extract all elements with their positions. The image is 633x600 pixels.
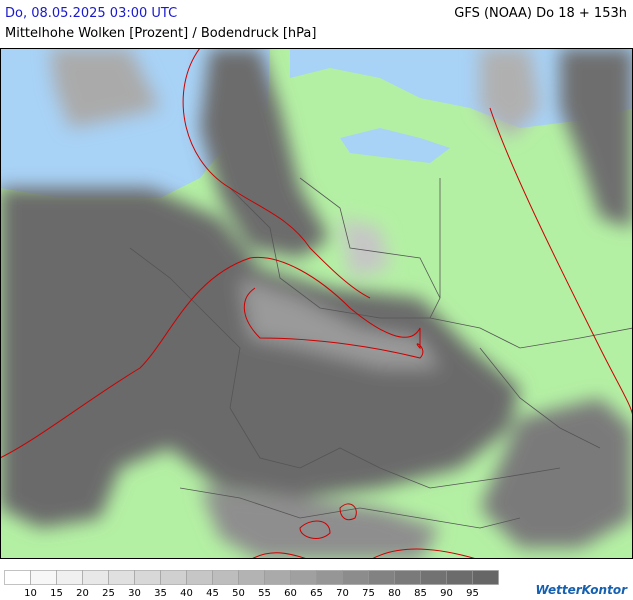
- legend-label: 55: [258, 588, 271, 599]
- legend-swatch: [186, 570, 213, 585]
- logo: WetterKontor: [535, 583, 627, 597]
- legend-label: 20: [76, 588, 89, 599]
- legend-swatch: [82, 570, 109, 585]
- legend-label: 25: [102, 588, 115, 599]
- valid-time: Do, 08.05.2025 03:00 UTC: [5, 6, 178, 21]
- legend-label: 90: [440, 588, 453, 599]
- legend-label: 40: [180, 588, 193, 599]
- legend-swatch: [108, 570, 135, 585]
- legend-swatch: [30, 570, 57, 585]
- legend-swatch: [4, 570, 31, 585]
- legend-label: 80: [388, 588, 401, 599]
- isobars: [1, 49, 632, 559]
- legend-swatch: [472, 570, 499, 585]
- weather-map: [0, 48, 633, 559]
- legend-label: 45: [206, 588, 219, 599]
- legend-label: 70: [336, 588, 349, 599]
- legend-label: 95: [466, 588, 479, 599]
- model-run: GFS (NOAA) Do 18 + 153h: [454, 6, 627, 21]
- legend-swatch: [446, 570, 473, 585]
- legend-label: 60: [284, 588, 297, 599]
- legend-swatch: [238, 570, 265, 585]
- legend-swatch: [160, 570, 187, 585]
- legend-label: 50: [232, 588, 245, 599]
- legend-swatch: [212, 570, 239, 585]
- legend-swatch: [342, 570, 369, 585]
- color-legend: 10 15 20 25 30 35 40 45 50 55 60 65 70 75 80 85 90 95: [4, 570, 499, 599]
- legend-swatch: [394, 570, 421, 585]
- legend-label: 85: [414, 588, 427, 599]
- legend-label: 65: [310, 588, 323, 599]
- legend-label: 35: [154, 588, 167, 599]
- borders: [129, 177, 632, 529]
- map-subtitle: Mittelhohe Wolken [Prozent] / Bodendruck…: [5, 26, 317, 41]
- cloud-cover: [1, 49, 632, 559]
- legend-label: 75: [362, 588, 375, 599]
- legend-swatch: [316, 570, 343, 585]
- baltic-sea: [290, 49, 632, 163]
- legend-swatch: [290, 570, 317, 585]
- legend-label: 30: [128, 588, 141, 599]
- legend-swatch: [56, 570, 83, 585]
- legend-swatch: [134, 570, 161, 585]
- legend-swatch: [368, 570, 395, 585]
- legend-swatch: [420, 570, 447, 585]
- legend-swatch: [264, 570, 291, 585]
- legend-label: 15: [50, 588, 63, 599]
- legend-label: 10: [24, 588, 37, 599]
